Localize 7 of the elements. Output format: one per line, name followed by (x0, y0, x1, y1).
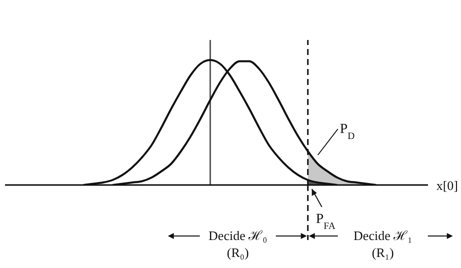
text: Decide ℋ₁ (354, 228, 412, 243)
text: (R₀) (226, 245, 249, 260)
text: Decide ℋ₀ (208, 228, 268, 243)
text: (R₁) (372, 245, 394, 260)
text: P$_{FA}$ (316, 212, 336, 232)
annotation: P$_{D}$ (340, 122, 355, 142)
x-axis-title: x[0] (436, 178, 458, 193)
